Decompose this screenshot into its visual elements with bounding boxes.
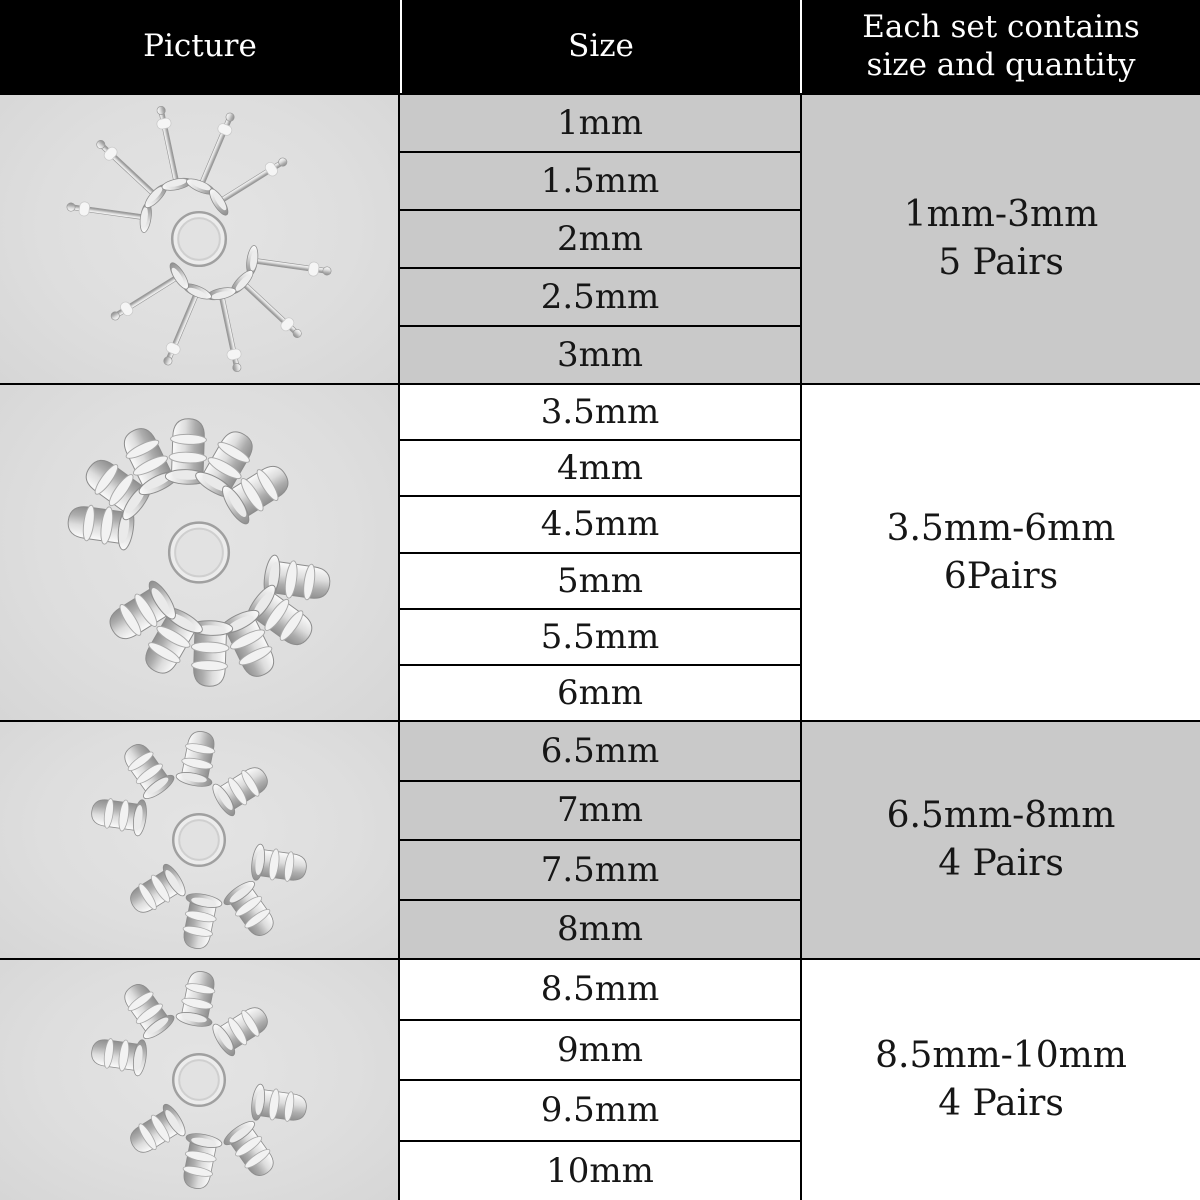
set-range: 6.5mm-8mm (886, 795, 1116, 837)
size-column: 6.5mm 7mm 7.5mm 8mm (400, 722, 800, 958)
group-row-6.5mm-8mm: 6.5mm 7mm 7.5mm 8mm 6.5mm-8mm 4 Pairs (0, 720, 1200, 958)
size-cell: 2mm (400, 209, 800, 267)
set-summary-cell: 1mm-3mm 5 Pairs (800, 95, 1200, 383)
size-cell: 7mm (400, 779, 800, 839)
set-summary-cell: 3.5mm-6mm 6Pairs (800, 385, 1200, 720)
set-summary-cell: 8.5mm-10mm 4 Pairs (800, 960, 1200, 1200)
size-cell: 3.5mm (540, 392, 660, 433)
set-range: 1mm-3mm (903, 194, 1099, 236)
group-row-3.5mm-6mm: 3.5mm 4mm 4.5mm 5mm 5.5mm 6mm 3.5mm-6mm … (0, 383, 1200, 720)
size-cell: 9.5mm (400, 1079, 800, 1140)
header-cell-picture: Picture (143, 27, 257, 64)
size-cell: 9mm (400, 1018, 800, 1080)
set-range: 3.5mm-6mm (886, 507, 1116, 549)
size-cell: 8.5mm (540, 969, 660, 1010)
earring-backs-photo (91, 731, 307, 949)
size-cell: 4mm (400, 439, 800, 495)
size-cell: 5mm (400, 551, 800, 608)
size-cell: 1.5mm (400, 151, 800, 209)
size-column: 8.5mm 9mm 9.5mm 10mm (400, 960, 800, 1200)
header-row: Picture Size Each set contains size and … (0, 0, 1200, 93)
product-photo-cell (0, 385, 400, 720)
size-column: 1mm 1.5mm 2mm 2.5mm 3mm (400, 95, 800, 383)
size-cell: 4.5mm (400, 495, 800, 551)
size-cell: 3mm (400, 325, 800, 383)
header-cell-size: Size (400, 0, 800, 93)
product-photo-cell (0, 960, 400, 1200)
group-row-8.5mm-10mm: 8.5mm 9mm 9.5mm 10mm 8.5mm-10mm 4 Pairs (0, 958, 1200, 1200)
size-cell: 10mm (400, 1139, 800, 1200)
product-photo-cell (0, 722, 400, 958)
set-summary-cell: 6.5mm-8mm 4 Pairs (800, 722, 1200, 958)
earring-posts-photo (66, 105, 332, 373)
earring-backs-photo (91, 971, 307, 1189)
size-cell: 1mm (400, 95, 800, 151)
set-quantity: 4 Pairs (938, 1083, 1064, 1124)
set-range: 8.5mm-10mm (875, 1035, 1127, 1077)
size-cell: 7.5mm (400, 839, 800, 899)
size-cell: 8mm (400, 898, 800, 958)
set-quantity: 5 Pairs (938, 242, 1064, 283)
set-quantity: 6Pairs (943, 555, 1059, 597)
set-quantity: 4 Pairs (938, 843, 1064, 884)
size-cell: 6mm (400, 663, 800, 720)
size-cell: 6.5mm (400, 722, 800, 780)
earring-backs-photo (67, 418, 331, 687)
size-cell: 2.5mm (400, 267, 800, 325)
size-cell: 5.5mm (400, 607, 800, 664)
group-row-1mm-3mm: 1mm 1.5mm 2mm 2.5mm 3mm 1mm-3mm 5 Pairs (0, 93, 1200, 383)
product-photo-cell (0, 95, 400, 383)
header-cell-set: Each set contains size and quantity (800, 0, 1200, 93)
size-column: 3.5mm 4mm 4.5mm 5mm 5.5mm 6mm (400, 385, 800, 720)
